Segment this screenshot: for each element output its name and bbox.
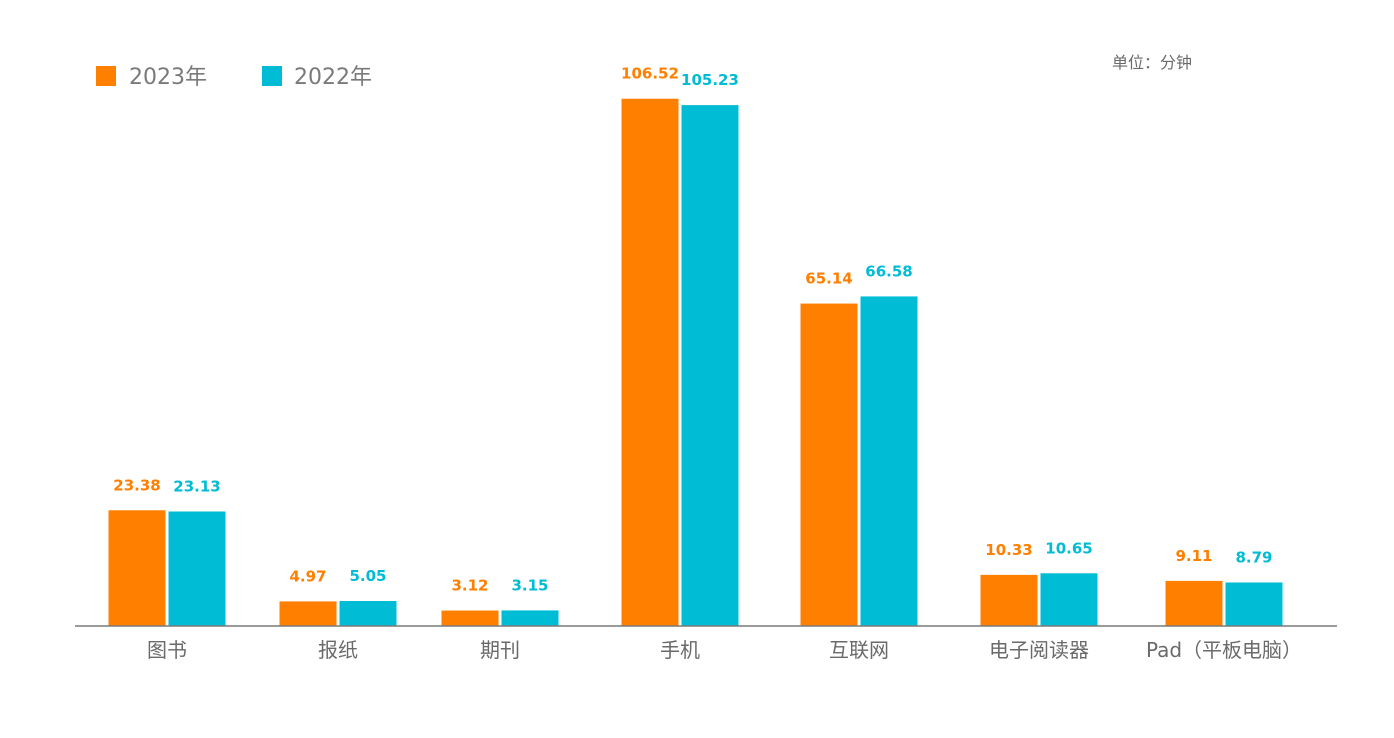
bar-2022-5 — [1040, 573, 1098, 626]
value-label-2022-5: 10.65 — [1045, 539, 1092, 557]
bar-2022-1 — [339, 601, 397, 626]
value-label-2023-4: 65.14 — [805, 270, 852, 288]
legend: 2023年 2022年 — [96, 65, 372, 90]
bar-2022-0 — [168, 511, 226, 626]
category-label-3: 手机 — [660, 638, 700, 662]
legend-swatch-2023 — [96, 66, 116, 86]
bar-2022-4 — [860, 296, 918, 626]
legend-swatch-2022 — [262, 66, 282, 86]
bars — [108, 98, 1283, 626]
value-label-2022-6: 8.79 — [1235, 548, 1272, 566]
bar-2022-3 — [681, 105, 739, 626]
bar-2023-6 — [1165, 580, 1223, 626]
value-label-2023-0: 23.38 — [113, 476, 160, 494]
category-label-6: Pad（平板电脑） — [1146, 638, 1302, 662]
legend-label-2022: 2022年 — [294, 65, 372, 90]
category-label-0: 图书 — [147, 638, 187, 662]
value-label-2022-2: 3.15 — [511, 576, 548, 594]
value-label-2022-3: 105.23 — [681, 71, 739, 89]
value-label-2023-1: 4.97 — [289, 567, 326, 585]
bar-2023-2 — [441, 610, 499, 626]
category-labels: 图书 报纸 期刊 手机 互联网 电子阅读器 Pad（平板电脑） — [147, 638, 1302, 662]
bar-2023-0 — [108, 510, 166, 626]
bar-2023-5 — [980, 574, 1038, 626]
category-label-5: 电子阅读器 — [989, 638, 1089, 662]
bar-2023-3 — [621, 98, 679, 626]
value-label-2022-0: 23.13 — [173, 478, 220, 496]
value-label-2023-3: 106.52 — [621, 65, 679, 83]
value-labels: 23.38 23.13 4.97 5.05 3.12 3.15 106.52 105.23 65… — [113, 65, 1272, 595]
value-label-2023-2: 3.12 — [451, 577, 488, 595]
legend-label-2023: 2023年 — [129, 65, 207, 90]
value-label-2023-5: 10.33 — [985, 541, 1032, 559]
value-label-2022-4: 66.58 — [865, 262, 912, 280]
bar-2023-4 — [800, 303, 858, 626]
category-label-2: 期刊 — [480, 638, 520, 662]
bar-2022-6 — [1225, 582, 1283, 626]
category-label-4: 互联网 — [829, 638, 889, 662]
value-label-2022-1: 5.05 — [349, 567, 386, 585]
unit-label: 单位：分钟 — [1112, 53, 1192, 72]
bar-2022-2 — [501, 610, 559, 626]
bar-2023-1 — [279, 601, 337, 626]
category-label-1: 报纸 — [318, 638, 358, 662]
value-label-2023-6: 9.11 — [1175, 547, 1212, 565]
